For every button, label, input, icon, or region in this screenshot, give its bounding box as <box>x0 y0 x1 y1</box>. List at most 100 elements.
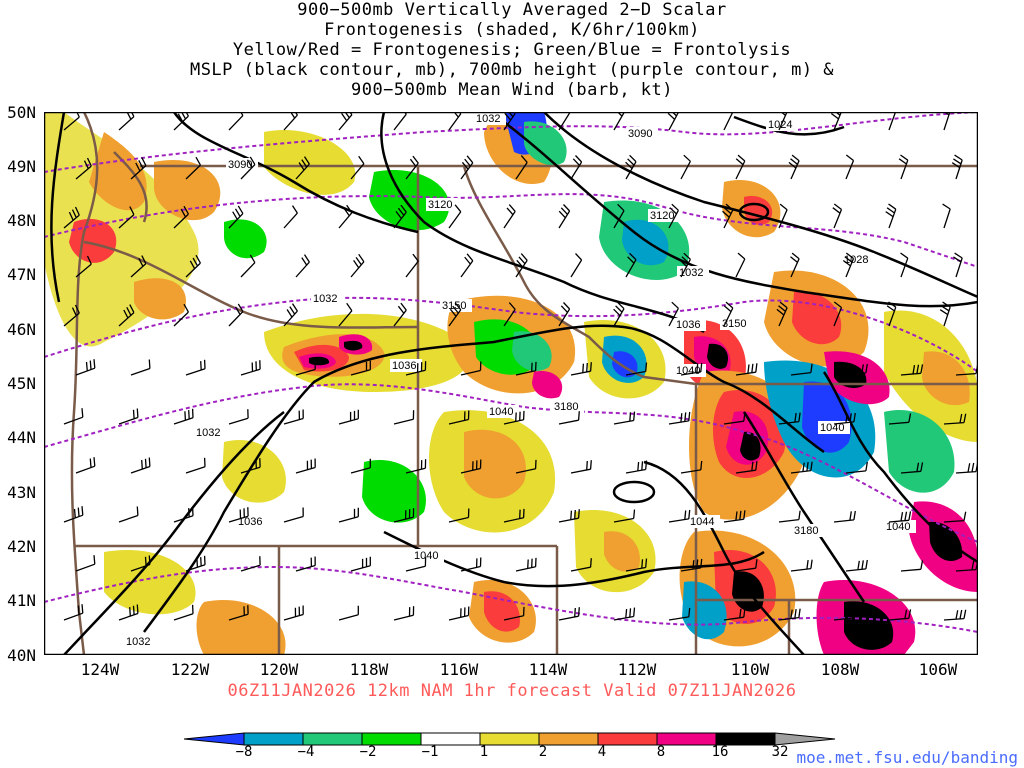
wind-barb <box>75 555 96 572</box>
wind-barb <box>338 302 353 327</box>
lon-label-122w: 122W <box>170 660 210 679</box>
title-line-2: Frontogenesis (shaded, K/6hr/100km) <box>324 20 700 40</box>
height-label: 3150 <box>722 318 746 330</box>
wind-barb <box>448 606 470 621</box>
wind-barb <box>503 410 525 425</box>
wind-barb <box>570 155 583 180</box>
wind-barb <box>830 112 842 131</box>
wind-barb <box>570 253 583 278</box>
wind-barb <box>503 204 516 229</box>
height-label: 3180 <box>794 525 818 537</box>
mslp-label: 1028 <box>844 254 868 266</box>
colorbar-label: 4 <box>597 744 607 760</box>
wind-barb <box>228 303 244 327</box>
lon-label-120w: 120W <box>259 660 299 679</box>
wind-barb <box>228 205 244 229</box>
wind-barb <box>723 608 746 621</box>
wind-barb <box>350 556 371 572</box>
wind-barb <box>515 557 537 572</box>
wind-barb <box>240 458 261 474</box>
wind-barb <box>788 154 800 180</box>
wind-barb <box>900 364 924 376</box>
wind-barb <box>63 604 84 621</box>
wind-barb <box>185 156 201 180</box>
wind-barb <box>900 560 924 572</box>
wind-barb <box>845 461 868 474</box>
wind-barb <box>900 462 924 474</box>
wind-barb <box>283 605 304 621</box>
mslp-closed-contour <box>612 480 656 504</box>
mslp-label: 1024 <box>768 119 792 131</box>
wind-barb <box>405 557 427 572</box>
wind-barb <box>503 606 525 621</box>
mslp-contour-e <box>543 112 978 299</box>
wind-barb <box>668 301 679 327</box>
height-contour-3120 <box>44 193 978 268</box>
wind-barb <box>185 254 201 278</box>
wind-barb <box>393 508 415 523</box>
lon-label-124w: 124W <box>80 660 120 679</box>
wind-barb <box>680 362 703 376</box>
wind-barb <box>295 360 316 376</box>
lat-label-47n: 47N <box>7 265 36 284</box>
wind-barb <box>515 253 528 278</box>
mslp-label: 1032 <box>476 113 500 125</box>
wind-barb <box>613 411 636 425</box>
lon-label-116w: 116W <box>439 660 479 679</box>
wind-barb <box>723 412 746 425</box>
wind-barb <box>845 559 868 572</box>
wind-barb <box>832 203 843 229</box>
wind-barb <box>668 411 691 425</box>
colorbar-cell <box>774 732 836 746</box>
wind-barb <box>558 411 580 425</box>
wind-barb <box>283 112 298 131</box>
wind-barb <box>63 304 80 327</box>
wind-barb <box>75 359 96 376</box>
wind-barb <box>350 253 365 278</box>
wind-barb <box>778 510 801 523</box>
wind-barb <box>668 509 691 523</box>
wind-barb <box>625 558 648 572</box>
mslp-label: 1044 <box>690 516 714 528</box>
mslp-label: 1040 <box>489 406 513 418</box>
wind-barb <box>900 252 909 278</box>
wind-barb <box>228 605 249 621</box>
wind-barb <box>613 203 625 229</box>
lat-label-43n: 43N <box>7 483 36 502</box>
colorbar-label: 8 <box>656 744 666 760</box>
wind-barb <box>613 509 636 523</box>
mslp-closed-high <box>738 202 770 222</box>
wind-barb <box>350 360 371 376</box>
colorbar-label: 16 <box>711 744 729 760</box>
wind-barb <box>393 606 415 621</box>
wind-barb <box>558 509 580 523</box>
colorbar-label: 2 <box>538 744 548 760</box>
mslp-label: 1040 <box>676 365 700 377</box>
wind-barbs <box>63 112 978 621</box>
wind-barb <box>625 252 637 278</box>
columbia-river <box>83 240 419 329</box>
wind-barb <box>295 254 310 278</box>
wind-barb <box>842 252 855 278</box>
wind-barb <box>735 252 746 278</box>
wind-barb <box>778 608 801 621</box>
wind-barb <box>570 362 592 376</box>
pacific-coastline <box>70 112 99 655</box>
lat-label-42n: 42N <box>7 537 36 556</box>
wind-barb <box>173 604 194 621</box>
wind-barb <box>668 607 691 621</box>
wind-barb <box>393 302 407 327</box>
wind-barb <box>393 410 415 425</box>
wind-barb <box>668 203 679 229</box>
wind-barb <box>405 361 427 376</box>
height-contour-3180 <box>44 383 978 543</box>
wind-barb <box>393 204 407 229</box>
wind-barb <box>338 507 359 523</box>
wind-barb <box>778 203 788 229</box>
lon-label-112w: 112W <box>617 660 657 679</box>
lat-label-40n: 40N <box>7 646 36 665</box>
wind-barb <box>295 556 316 572</box>
wind-barb <box>228 112 244 131</box>
wind-barb <box>460 459 482 474</box>
wind-barb <box>885 203 897 229</box>
